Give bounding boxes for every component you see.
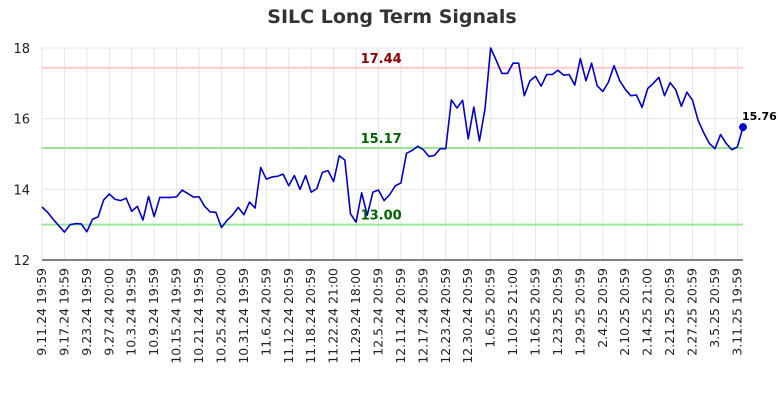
x-tick-label: 10.25.24 20:00 bbox=[213, 268, 228, 364]
x-tick-label: 1.16.25 20:59 bbox=[528, 268, 543, 356]
x-tick-label: 3.5.25 20:59 bbox=[707, 268, 722, 348]
x-tick-label: 1.23.25 20:59 bbox=[550, 268, 565, 356]
price-line bbox=[41, 47, 744, 233]
x-tick-label: 11.12.24 20:59 bbox=[281, 268, 296, 364]
x-tick-label: 2.10.25 20:59 bbox=[617, 268, 632, 356]
x-tick-label: 11.18.24 20:59 bbox=[303, 268, 318, 364]
x-tick-label: 10.31.24 19:59 bbox=[236, 268, 251, 364]
y-tick-label: 12 bbox=[13, 254, 30, 269]
x-tick-label: 11.22.24 21:00 bbox=[326, 268, 341, 364]
axes: 12 14 16 18 9.11.24 19:59 9.17.24 19:59 9.23.2… bbox=[13, 42, 744, 364]
x-tick-label: 10.21.24 19:59 bbox=[191, 268, 206, 364]
x-tick-label: 12.23.24 20:59 bbox=[438, 268, 453, 364]
x-tick-label: 10.9.24 19:59 bbox=[146, 268, 161, 356]
chart-title: SILC Long Term Signals bbox=[267, 6, 517, 28]
x-tick-label: 9.23.24 19:59 bbox=[79, 268, 94, 356]
x-tick-label: 2.27.25 20:59 bbox=[685, 268, 700, 356]
y-tick-label: 14 bbox=[13, 183, 30, 198]
support-label: 13.00 bbox=[361, 209, 402, 224]
x-tick-label: 11.6.24 20:59 bbox=[258, 268, 273, 356]
x-tick-label: 2.21.25 20:59 bbox=[662, 268, 677, 356]
x-tick-label: 2.4.25 20:59 bbox=[595, 268, 610, 348]
x-tick-label: 1.29.25 20:59 bbox=[572, 268, 587, 356]
last-price-label: 15.76 bbox=[742, 110, 777, 123]
support-label: 15.17 bbox=[361, 132, 402, 147]
last-price-marker bbox=[739, 123, 747, 132]
x-tick-label: 1.6.25 20:59 bbox=[483, 268, 498, 348]
x-tick-label: 12.30.24 20:59 bbox=[460, 268, 475, 364]
x-tick-label: 2.14.25 21:00 bbox=[640, 268, 655, 356]
x-tick-label: 12.17.24 20:59 bbox=[415, 268, 430, 364]
y-tick-label: 16 bbox=[13, 113, 30, 128]
x-tick-label: 1.10.25 21:00 bbox=[505, 268, 520, 356]
x-tick-label: 9.27.24 20:00 bbox=[101, 268, 116, 356]
labels: 17.44 15.17 13.00 15.76 bbox=[361, 52, 778, 224]
x-tick-label: 12.11.24 20:59 bbox=[393, 268, 408, 364]
x-tick-label: 9.11.24 19:59 bbox=[34, 268, 49, 356]
x-tick-label: 3.11.25 19:59 bbox=[729, 268, 744, 356]
x-tick-label: 12.5.24 20:59 bbox=[370, 268, 385, 356]
series bbox=[41, 47, 747, 233]
x-tick-label: 10.15.24 19:59 bbox=[169, 268, 184, 364]
x-tick-label: 11.29.24 18:00 bbox=[348, 268, 363, 364]
y-tick-label: 18 bbox=[13, 42, 30, 57]
reference-lines bbox=[42, 66, 743, 226]
x-tick-label: 9.17.24 19:59 bbox=[56, 268, 71, 356]
x-tick-label: 10.3.24 19:59 bbox=[124, 268, 139, 356]
resistance-label: 17.44 bbox=[361, 52, 402, 67]
grid bbox=[41, 47, 743, 261]
